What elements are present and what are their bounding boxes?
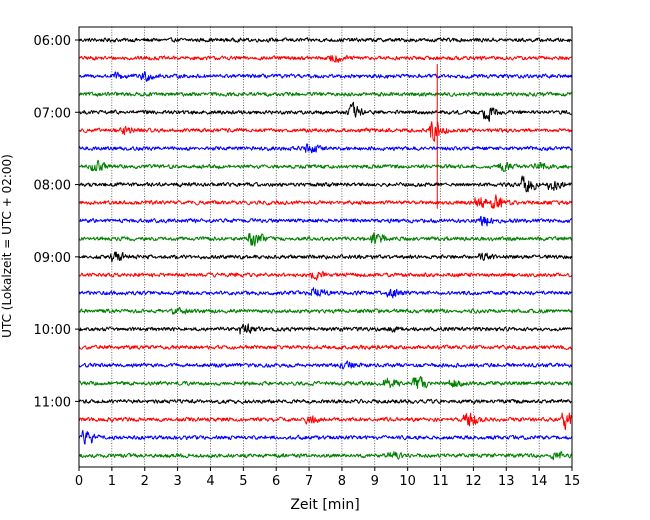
seismic-trace xyxy=(78,175,573,193)
seismic-trace xyxy=(78,375,573,389)
y-tick-label: 07:00 xyxy=(34,106,71,121)
seismic-trace xyxy=(78,451,573,461)
x-tick-label: 4 xyxy=(206,474,214,489)
x-tick-label: 12 xyxy=(465,474,482,489)
seismic-trace xyxy=(78,323,573,335)
x-axis-ticks: 0 1 2 3 4 5 6 7 8 9 10 11 12 13 14 15 xyxy=(75,467,580,489)
y-tick-label: 06:00 xyxy=(34,34,71,49)
seismic-trace xyxy=(78,71,573,82)
x-tick-label: 7 xyxy=(305,474,313,489)
x-tick-label: 10 xyxy=(399,474,416,489)
x-tick-label: 14 xyxy=(531,474,548,489)
x-tick-label: 8 xyxy=(338,474,346,489)
x-tick-label: 11 xyxy=(432,474,449,489)
y-tick-label: 08:00 xyxy=(34,179,71,194)
x-tick-label: 2 xyxy=(141,474,149,489)
seismic-trace xyxy=(78,37,573,43)
x-tick-label: 5 xyxy=(239,474,247,489)
x-tick-label: 1 xyxy=(108,474,116,489)
seismic-trace xyxy=(78,344,573,350)
seismic-trace xyxy=(78,143,573,154)
seismic-trace xyxy=(78,271,573,281)
y-axis-ticks: 06:00 07:00 08:00 09:00 10:00 11:00 xyxy=(34,34,79,410)
seismic-trace xyxy=(78,232,573,247)
seismic-trace xyxy=(78,101,573,122)
seismic-trace xyxy=(78,54,573,63)
plot-frame xyxy=(78,26,573,468)
grid-lines xyxy=(111,27,540,467)
seismic-trace xyxy=(78,63,573,209)
seismic-trace xyxy=(78,412,573,431)
seismic-trace xyxy=(78,287,573,299)
seismic-trace xyxy=(78,194,573,209)
x-tick-label: 9 xyxy=(371,474,379,489)
x-axis-label: Zeit [min] xyxy=(290,497,359,513)
x-tick-label: 3 xyxy=(173,474,181,489)
x-tick-label: 15 xyxy=(564,474,581,489)
seismic-trace xyxy=(78,429,573,445)
y-tick-label: 10:00 xyxy=(34,323,71,338)
y-axis-label: UTC (Lokalzeit = UTC + 02:00) xyxy=(0,154,14,338)
seismic-trace xyxy=(78,215,573,227)
seismic-trace xyxy=(78,251,573,263)
seismic-trace xyxy=(78,307,573,315)
y-tick-label: 09:00 xyxy=(34,251,71,266)
y-tick-label: 11:00 xyxy=(34,395,71,410)
seismic-trace xyxy=(78,360,573,370)
x-tick-label: 13 xyxy=(498,474,515,489)
x-tick-label: 0 xyxy=(75,474,83,489)
seismic-trace xyxy=(78,398,573,405)
seismic-trace xyxy=(78,91,573,97)
seismic-trace xyxy=(78,159,573,173)
seismic-traces xyxy=(78,37,573,461)
x-tick-label: 6 xyxy=(272,474,280,489)
